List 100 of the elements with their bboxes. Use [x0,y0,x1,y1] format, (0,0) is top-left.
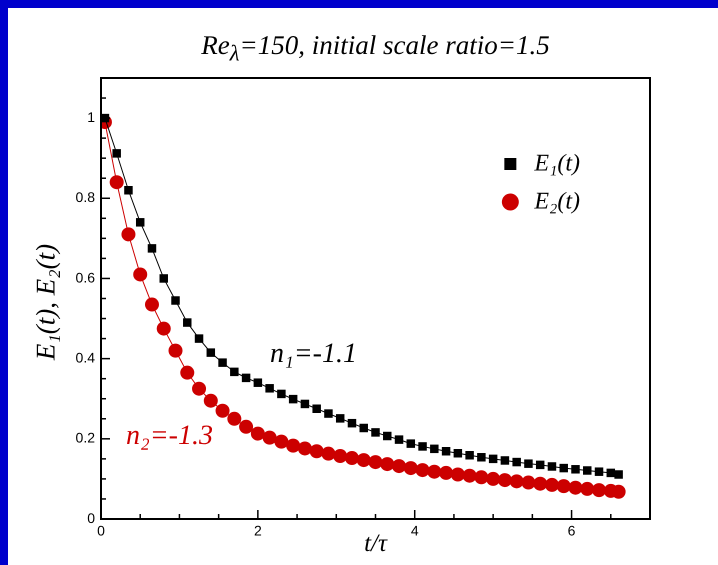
point [524,459,533,468]
point [418,442,427,451]
point [183,318,192,327]
point [136,218,144,227]
point [559,464,568,472]
point [298,441,312,456]
point [406,439,416,448]
point [133,267,148,282]
point [592,483,606,498]
point [206,348,216,357]
point [486,472,500,486]
point [227,412,242,426]
point [571,465,580,474]
point [556,479,571,494]
x-tick-label: 2 [254,522,262,538]
point [606,468,616,478]
point [180,366,194,380]
point [288,394,298,404]
point [277,390,286,398]
point [474,470,488,484]
point [144,298,159,312]
point [462,468,477,483]
point [333,449,348,464]
point [404,461,418,476]
point [171,296,180,305]
point [488,454,498,464]
point [204,394,218,408]
point [383,432,392,440]
point [442,447,450,456]
point [430,444,439,454]
point [416,463,430,478]
point [594,467,604,476]
point [583,466,592,475]
point [394,435,404,444]
y-tick-label: 0.6 [76,269,96,286]
point [148,244,156,253]
point [230,368,239,376]
point [359,424,368,432]
point [250,426,265,441]
point [274,434,288,449]
point [218,358,227,367]
point [614,470,623,479]
point [321,446,336,461]
point [194,334,204,343]
point [512,458,521,466]
point [336,414,344,423]
point [300,400,310,408]
chart-title: Re$_{λ}$=150, initial scale ratio=1.5 [200,30,551,66]
point [568,480,582,495]
point [427,464,442,479]
point [536,460,544,470]
point [500,456,510,465]
point [439,466,454,480]
point [112,149,121,158]
y-axis-title: E₁(t), E₂(t) [30,244,62,360]
x-tick-label: 4 [410,522,419,538]
point [312,404,321,413]
point [450,468,465,482]
point [156,322,171,336]
legend-label: E₂(t) [533,188,580,214]
point [521,476,536,490]
point [380,457,394,472]
point [242,374,250,382]
y-tick-label: 0.8 [76,189,96,206]
point [254,378,262,387]
point [310,444,324,458]
point [477,453,486,462]
y-tick-label: 0 [87,510,96,526]
point [121,227,136,242]
point [265,384,274,393]
point [454,449,462,458]
point [498,473,512,488]
point [124,186,133,194]
x-axis-title: t/τ [364,530,387,557]
annotation: n₁=-1.1 [270,338,357,370]
point [548,462,556,471]
point [324,409,333,418]
point [110,175,124,190]
point [544,478,559,492]
point [168,344,183,358]
point [368,455,382,470]
point [239,420,254,434]
point [465,451,474,460]
point [286,438,300,453]
point [216,404,230,418]
point [160,274,168,283]
x-tick-label: 0 [97,522,106,538]
point [533,476,548,491]
point [192,382,206,396]
y-tick-label: 0.2 [76,430,96,446]
y-tick-label: 0.4 [76,349,96,366]
point [371,428,380,437]
annotation: n₂=-1.3 [126,420,213,452]
point [262,430,277,445]
point [348,418,356,428]
x-tick-label: 6 [568,522,576,538]
point [510,474,524,488]
point [344,451,359,466]
point [580,482,594,496]
y-tick-label: 1 [87,108,96,125]
